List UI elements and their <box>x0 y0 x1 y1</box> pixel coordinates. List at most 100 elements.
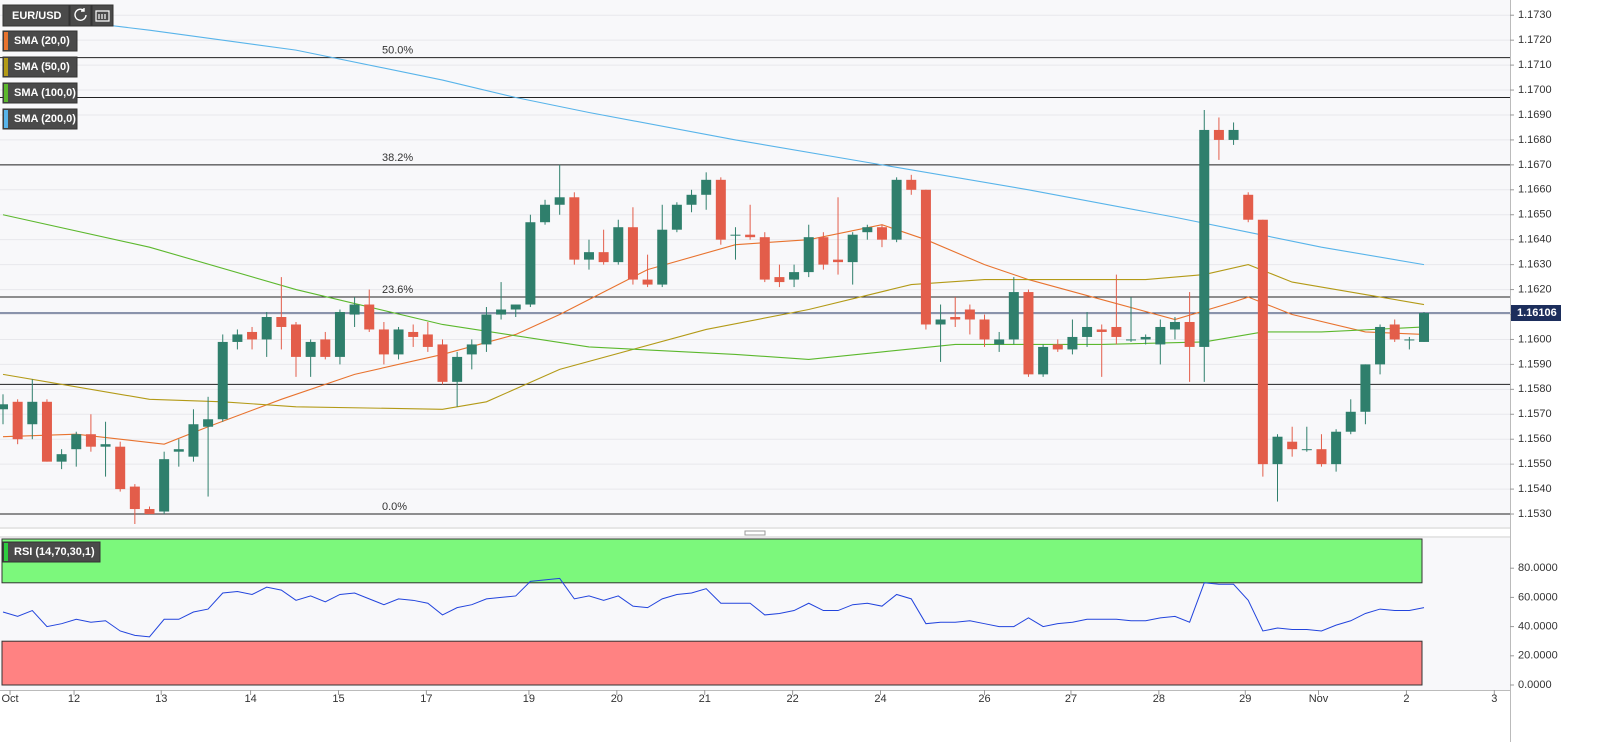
y-tick-label: 1.1620 <box>1518 283 1552 295</box>
candle-body <box>583 252 594 260</box>
candle-body <box>789 272 800 280</box>
candle-body <box>525 222 536 305</box>
rsi-zone <box>1 538 1423 584</box>
y-tick-label: 1.1730 <box>1518 9 1552 21</box>
x-tick-label: 28 <box>1153 693 1165 705</box>
indicator-label: SMA (20,0) <box>14 35 70 47</box>
candle-body <box>12 401 23 440</box>
candle-body <box>159 459 170 512</box>
fib-level-label: 50.0% <box>382 45 413 57</box>
x-tick-label: 29 <box>1239 693 1251 705</box>
candle-body <box>1316 449 1327 465</box>
candle-body <box>554 197 565 205</box>
candle-body <box>481 314 492 345</box>
candle-body <box>715 179 726 240</box>
indicator-box <box>2 30 78 52</box>
candle-body <box>305 341 316 357</box>
indicator-color <box>4 58 8 76</box>
candle-body <box>217 341 228 420</box>
y-tick-label: 60.0000 <box>1518 591 1558 603</box>
candle-body <box>657 229 668 285</box>
indicator-label: SMA (200,0) <box>14 113 76 125</box>
indicator-label: SMA (100,0) <box>14 87 76 99</box>
candle-body <box>466 344 477 355</box>
candle-body <box>847 234 858 263</box>
sma-line <box>2 224 1425 445</box>
candle-body <box>1228 129 1239 140</box>
candle-body <box>569 197 580 260</box>
candle-body <box>452 356 463 382</box>
last-price-tag <box>1511 305 1561 322</box>
candle-body <box>906 179 917 190</box>
candle-body <box>1184 321 1195 347</box>
last-price-label: 1.16106 <box>1517 307 1557 319</box>
indicator-box <box>2 56 78 78</box>
x-tick-label: 19 <box>523 693 535 705</box>
candle-body <box>730 234 741 236</box>
candle-body <box>378 329 389 355</box>
candle-body <box>393 329 404 355</box>
candle-body <box>1126 339 1137 341</box>
candle-body <box>686 194 697 205</box>
x-tick-label: 26 <box>978 693 990 705</box>
pane-resize-handle[interactable] <box>744 530 766 536</box>
candle-body <box>627 227 638 280</box>
indicator-box <box>2 108 78 130</box>
x-tick-label: Nov <box>1309 693 1329 705</box>
candle-body <box>540 204 551 223</box>
x-tick-label: 22 <box>786 693 798 705</box>
candle-body <box>745 234 756 238</box>
symbol-label: EUR/USD <box>12 10 62 22</box>
candle-body <box>510 304 521 310</box>
candle-body <box>1082 326 1093 337</box>
price-pane <box>0 0 1510 527</box>
symbol-box[interactable] <box>2 4 70 27</box>
y-tick-label: 1.1570 <box>1518 408 1552 420</box>
candle-body <box>1111 326 1122 337</box>
candle-body <box>1038 346 1049 375</box>
fib-level-label: 23.6% <box>382 284 413 296</box>
legend: EUR/USD <box>2 4 114 27</box>
candle-body <box>364 304 375 330</box>
candle-body <box>290 324 301 357</box>
candle-body <box>598 252 609 263</box>
candle-body <box>950 316 961 320</box>
x-tick-label: 15 <box>332 693 344 705</box>
y-tick-label: 20.0000 <box>1518 650 1558 662</box>
candle-body <box>774 277 785 283</box>
candle-body <box>232 334 243 342</box>
candle-body <box>833 259 844 263</box>
candle-body <box>979 319 990 340</box>
x-tick-label: 14 <box>244 693 256 705</box>
candle-body <box>188 424 199 457</box>
x-tick-label: 2 <box>1403 693 1409 705</box>
candle-body <box>27 401 38 425</box>
y-tick-label: 0.0000 <box>1518 679 1552 691</box>
candle-body <box>862 227 873 233</box>
fib-level-label: 0.0% <box>382 501 407 513</box>
candle-body <box>1067 336 1078 350</box>
candle-body <box>994 339 1005 345</box>
candle-body <box>437 344 448 382</box>
indicator-box <box>2 82 78 104</box>
y-tick-label: 1.1700 <box>1518 84 1552 96</box>
y-tick-label: 1.1660 <box>1518 184 1552 196</box>
candle-body <box>115 446 126 490</box>
candle-body <box>1272 436 1283 465</box>
y-tick-label: 1.1650 <box>1518 209 1552 221</box>
rsi-line <box>2 577 1425 638</box>
candle-body <box>408 331 419 337</box>
candle-body <box>247 331 258 340</box>
y-tick-label: 1.1540 <box>1518 483 1552 495</box>
settings-icon <box>95 10 110 22</box>
candle-body <box>496 309 507 315</box>
x-tick-label: Oct <box>1 693 18 705</box>
rsi-zone <box>1 640 1423 686</box>
candle-body <box>203 419 214 427</box>
refresh-button[interactable] <box>69 4 92 27</box>
candle-body <box>56 454 67 462</box>
y-tick-label: 1.1580 <box>1518 383 1552 395</box>
y-tick-label: 40.0000 <box>1518 621 1558 633</box>
candle-body <box>1360 364 1371 412</box>
